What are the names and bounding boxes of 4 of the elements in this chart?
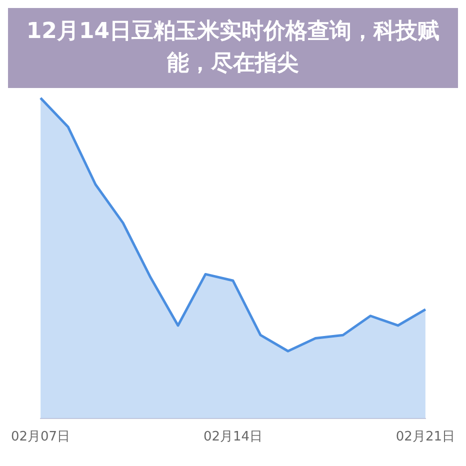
x-tick-label: 02月21日 bbox=[396, 430, 456, 445]
x-tick-label: 02月07日 bbox=[10, 430, 70, 445]
x-tick-label: 02月14日 bbox=[203, 430, 263, 445]
chart-title: 12月14日豆粕玉米实时价格查询，科技赋能，尽在指尖 bbox=[8, 8, 458, 88]
